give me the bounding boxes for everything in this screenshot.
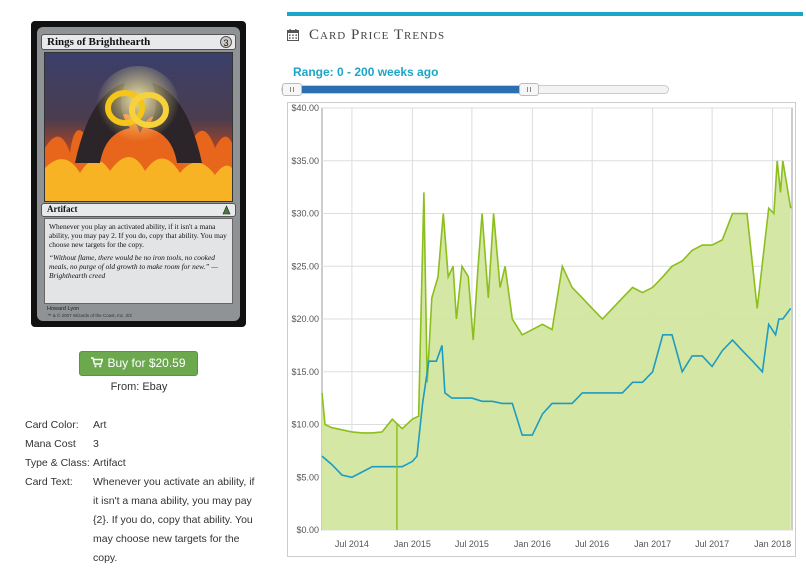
y-tick-label: $10.00 bbox=[291, 420, 319, 430]
card-flavor-text: “Without flame, there would be no iron t… bbox=[49, 253, 218, 280]
card-textbox: Whenever you play an activated ability, … bbox=[44, 218, 233, 304]
buy-button-label: Buy for $20.59 bbox=[107, 356, 186, 370]
detail-value: 3 bbox=[93, 438, 99, 450]
x-tick-label: Jan 2016 bbox=[514, 539, 551, 549]
buy-button[interactable]: Buy for $20.59 bbox=[79, 351, 198, 376]
card-title-bar: Rings of Brighthearth 3 bbox=[41, 34, 236, 50]
card-copyright: ™ & © 2007 Wizards of the Coast, Inc. 2/… bbox=[47, 313, 132, 318]
detail-value: Art bbox=[93, 419, 107, 431]
x-tick-label: Jan 2015 bbox=[394, 539, 431, 549]
detail-label: Card Color: bbox=[25, 419, 79, 431]
detail-label: Card Text: bbox=[25, 476, 73, 488]
card-image: Rings of Brighthearth 3 bbox=[31, 21, 246, 327]
detail-row-type: Type & Class: Artifact bbox=[25, 454, 258, 473]
x-tick-label: Jan 2018 bbox=[754, 539, 791, 549]
y-tick-label: $0.00 bbox=[296, 525, 319, 535]
y-tick-label: $40.00 bbox=[291, 103, 319, 113]
y-tick-label: $5.00 bbox=[296, 472, 319, 482]
x-tick-label: Jul 2017 bbox=[695, 539, 729, 549]
x-tick-label: Jul 2014 bbox=[335, 539, 369, 549]
section-title: Card Price Trends bbox=[309, 26, 446, 43]
mana-cost-symbol: 3 bbox=[220, 36, 232, 48]
price-chart: $0.00 $5.00 $10.00 $15.00 $20.00 $25.00 $30.00… bbox=[287, 102, 796, 557]
card-artist: Howard Lyon bbox=[47, 306, 80, 312]
price-chart-svg: $0.00 $5.00 $10.00 $15.00 $20.00 $25.00 $30.00… bbox=[291, 103, 793, 549]
card-frame: Rings of Brighthearth 3 bbox=[37, 27, 240, 321]
y-tick-label: $30.00 bbox=[291, 209, 319, 219]
card-art bbox=[44, 52, 233, 202]
section-header: Card Price Trends bbox=[287, 25, 445, 45]
range-slider-fill bbox=[289, 86, 529, 93]
detail-row-mana-cost: Mana Cost 3 bbox=[25, 435, 258, 454]
shopping-cart-icon bbox=[91, 357, 104, 368]
detail-row-color: Card Color: Art bbox=[25, 416, 258, 435]
y-tick-label: $35.00 bbox=[291, 156, 319, 166]
series-line-blue bbox=[321, 307, 792, 479]
card-details: Card Color: Art Mana Cost 3 Type & Class… bbox=[25, 416, 258, 568]
x-tick-label: Jul 2016 bbox=[575, 539, 609, 549]
detail-label: Mana Cost bbox=[25, 438, 76, 450]
y-tick-label: $20.00 bbox=[291, 314, 319, 324]
set-symbol-icon bbox=[222, 205, 231, 215]
section-top-rule bbox=[287, 12, 803, 16]
detail-label: Type & Class: bbox=[25, 457, 90, 469]
y-tick-label: $25.00 bbox=[291, 261, 319, 271]
range-slider-min-handle[interactable] bbox=[282, 83, 302, 96]
x-tick-label: Jul 2015 bbox=[455, 539, 489, 549]
detail-row-text: Card Text: Whenever you activate an abil… bbox=[25, 473, 258, 568]
range-label: Range: 0 - 200 weeks ago bbox=[293, 65, 439, 79]
rings-artwork bbox=[45, 53, 232, 201]
x-tick-label: Jan 2017 bbox=[634, 539, 671, 549]
series-line-green bbox=[321, 160, 792, 434]
card-name: Rings of Brighthearth bbox=[47, 36, 151, 48]
series-area-green bbox=[322, 160, 791, 531]
calendar-icon bbox=[287, 29, 299, 41]
buy-source: From: Ebay bbox=[110, 381, 168, 393]
card-type-bar: Artifact bbox=[41, 203, 236, 217]
range-slider-max-handle[interactable] bbox=[519, 83, 539, 96]
y-tick-label: $15.00 bbox=[291, 367, 319, 377]
detail-value: Whenever you activate an ability, if it … bbox=[93, 476, 255, 564]
card-type-line: Artifact bbox=[47, 204, 78, 214]
card-rules-text: Whenever you play an activated ability, … bbox=[49, 222, 227, 249]
detail-value: Artifact bbox=[93, 457, 126, 469]
